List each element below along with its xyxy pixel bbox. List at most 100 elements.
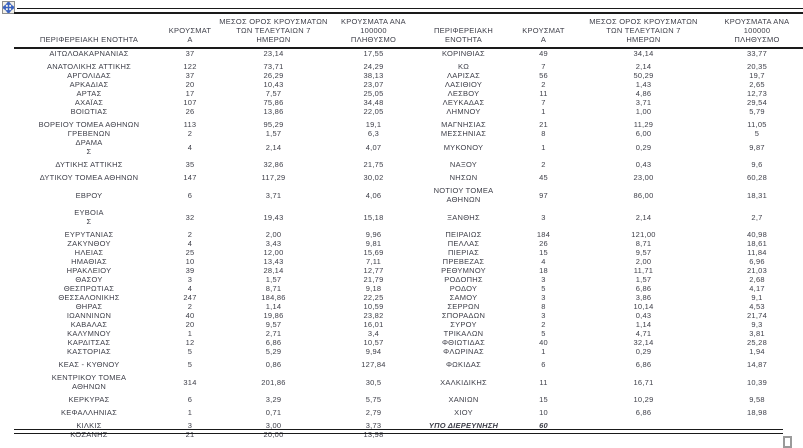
- bottom-double-rule: [14, 429, 783, 434]
- avg7-cell: 3,71: [635, 98, 652, 107]
- per100k-cell: 9,18: [365, 284, 382, 293]
- per100k-cell: 14,87: [746, 360, 768, 369]
- region-cell: ΛΗΜΝΟΥ: [446, 107, 481, 116]
- cases-cell: 122: [183, 62, 197, 71]
- move-object-button[interactable]: [2, 1, 15, 14]
- cases-cell: 3: [541, 293, 546, 302]
- avg7-cell: 121,00: [631, 230, 656, 239]
- per100k-cell: 3,73: [365, 421, 382, 430]
- avg7-cell: 3,29: [265, 395, 282, 404]
- avg7-cell: 1,57: [635, 275, 652, 284]
- avg7-cell: 10,14: [633, 302, 654, 311]
- region-cell: ΛΑΣΙΘΙΟΥ: [444, 80, 483, 89]
- region-cell: ΚΕΡΚΥΡΑΣ: [68, 395, 110, 404]
- per100k-cell: 24,29: [363, 62, 384, 71]
- region-cell: ΚΕΑΣ - ΚΥΘΝΟΥ: [58, 360, 120, 369]
- avg7-cell: 1,14: [265, 302, 282, 311]
- cases-cell: 12: [185, 338, 195, 347]
- per100k-cell: 23,82: [363, 311, 384, 320]
- avg7-cell: 9,57: [635, 248, 652, 257]
- avg7-cell: 11,29: [633, 120, 654, 129]
- region-cell: ΡΟΔΟΥ: [449, 284, 478, 293]
- region-cell: ΒΟΡΕΙΟΥ ΤΟΜΕΑ ΑΘΗΝΩΝ: [38, 120, 140, 129]
- top-rule-thin: [17, 8, 803, 9]
- region-cell: ΛΕΣΒΟΥ: [447, 89, 480, 98]
- cases-cell: 1: [187, 329, 193, 338]
- avg7-cell: 4,71: [635, 329, 652, 338]
- per100k-cell: 9,58: [749, 395, 765, 404]
- avg7-cell: 6,86: [635, 360, 652, 369]
- per100k-cell: 5,75: [365, 395, 382, 404]
- cases-cell: 20: [185, 320, 195, 329]
- per100k-cell: 21,03: [746, 266, 768, 275]
- per100k-cell: 5,79: [749, 107, 765, 116]
- avg7-cell: 23,00: [633, 173, 654, 182]
- per100k-cell: 22,05: [363, 107, 384, 116]
- per100k-cell: 6,96: [749, 257, 765, 266]
- per100k-cell: 5: [754, 129, 760, 138]
- table-row: ΙΩΑΝΝΙΝΩΝ 40 19,86 23,82 ΣΠΟΡΑΔΩΝ 3 0,43 21,74: [14, 311, 803, 320]
- region-cell: ΝΗΣΩΝ: [449, 173, 478, 182]
- region-cell: ΜΑΓΝΗΣΙΑΣ: [441, 120, 486, 129]
- per100k-cell: 10,59: [363, 302, 384, 311]
- region-cell: ΙΩΑΝΝΙΝΩΝ: [66, 311, 112, 320]
- region-cell: ΝΑΞΟΥ: [449, 160, 478, 169]
- region-cell: ΗΛΕΙΑΣ: [74, 248, 104, 257]
- avg7-cell: 32,86: [263, 160, 284, 169]
- per100k-cell: 20,35: [746, 62, 768, 71]
- cases-cell: 2: [187, 302, 193, 311]
- per100k-cell: 127,84: [361, 360, 386, 369]
- avg7-cell: 201,86: [261, 377, 286, 387]
- per100k-cell: 13,98: [363, 430, 384, 439]
- per100k-cell: 4,53: [749, 302, 765, 311]
- region-cell: ΘΕΣΠΡΩΤΙΑΣ: [63, 284, 115, 293]
- avg7-cell: 6,86: [265, 338, 282, 347]
- cases-cell: 7: [541, 62, 546, 71]
- resize-handle[interactable]: [783, 436, 792, 448]
- per100k-cell: 7,11: [365, 257, 382, 266]
- table-row: ΗΛΕΙΑΣ 25 12,00 15,69 ΠΙΕΡΙΑΣ 15 9,57 11,84: [14, 248, 803, 257]
- cases-cell: 5: [187, 360, 193, 369]
- avg7-cell: 1,57: [265, 275, 282, 284]
- per100k-cell: 38,13: [363, 71, 384, 80]
- region-cell: ΚΑΣΤΟΡΙΑΣ: [67, 347, 111, 356]
- table-row: ΚΕΡΚΥΡΑΣ 6 3,29 5,75 ΧΑΝΙΩΝ 15 10,29 9,58: [14, 391, 803, 404]
- avg7-cell: 184,86: [261, 293, 286, 302]
- avg7-cell: 50,29: [633, 71, 654, 80]
- avg7-cell: 3,71: [265, 190, 282, 200]
- per100k-cell: 9,81: [365, 239, 382, 248]
- cases-cell: 49: [539, 49, 548, 58]
- per100k-cell: 60,28: [746, 173, 768, 182]
- table-row: ΑΡΚΑΔΙΑΣ 20 10,43 23,07 ΛΑΣΙΘΙΟΥ 2 1,43 2,65: [14, 80, 803, 89]
- per100k-cell: 16,01: [363, 320, 384, 329]
- per100k-cell: 2,68: [749, 275, 765, 284]
- cases-cell: 113: [183, 120, 197, 129]
- cases-cell: 247: [183, 293, 197, 302]
- table-row: ΘΗΡΑΣ 2 1,14 10,59 ΣΕΡΡΩΝ 8 10,14 4,53: [14, 302, 803, 311]
- cases-cell: 15: [539, 395, 548, 404]
- avg7-cell: 2,14: [635, 62, 652, 71]
- avg7-cell: 0,43: [635, 160, 652, 169]
- region-cell: ΚΕΦΑΛΛΗΝΙΑΣ: [60, 408, 118, 417]
- table-row: ΚΕΦΑΛΛΗΝΙΑΣ 1 0,71 2,79 ΧΙΟΥ 10 6,86 18,98: [14, 404, 803, 417]
- cases-cell: 314: [183, 377, 197, 387]
- avg7-cell: 32,14: [633, 338, 654, 347]
- table-row: ΚΙΛΚΙΣ 3 3,00 3,73 ΥΠΟ ΔΙΕΡΕΥΝΗΣΗ 60: [14, 417, 803, 430]
- region-cell: ΠΙΕΡΙΑΣ: [448, 248, 479, 257]
- header-region-left: ΠΕΡΙΦΕΡΕΙΑΚΗ ΕΝΟΤΗΤΑ: [39, 35, 139, 44]
- table-header: ΠΕΡΙΦΕΡΕΙΑΚΗ ΕΝΟΤΗΤΑ ΚΡΟΥΣΜΑΤ Α ΜΕΣΟΣ ΟΡ…: [14, 15, 803, 48]
- per100k-cell: 11,84: [747, 248, 767, 257]
- region-cell: ΜΥΚΟΝΟΥ: [443, 142, 484, 152]
- region-cell: ΣΑΜΟΥ: [449, 293, 478, 302]
- per100k-cell: 18,31: [746, 190, 768, 200]
- avg7-cell: 3,86: [635, 293, 652, 302]
- header-per100k-right: ΚΡΟΥΣΜΑΤΑ ΑΝΑ 100000 ΠΛΗΘΥΣΜΟ: [724, 16, 790, 44]
- avg7-cell: 19,43: [263, 212, 284, 222]
- region-cell: ΖΑΚΥΝΘΟΥ: [67, 239, 111, 248]
- per100k-cell: 15,18: [363, 212, 384, 222]
- per100k-cell: 11,05: [747, 120, 767, 129]
- per100k-cell: 21,75: [363, 160, 384, 169]
- per100k-cell: 19,1: [365, 120, 382, 129]
- cases-cell: 107: [183, 98, 197, 107]
- per100k-cell: 6,3: [367, 129, 380, 138]
